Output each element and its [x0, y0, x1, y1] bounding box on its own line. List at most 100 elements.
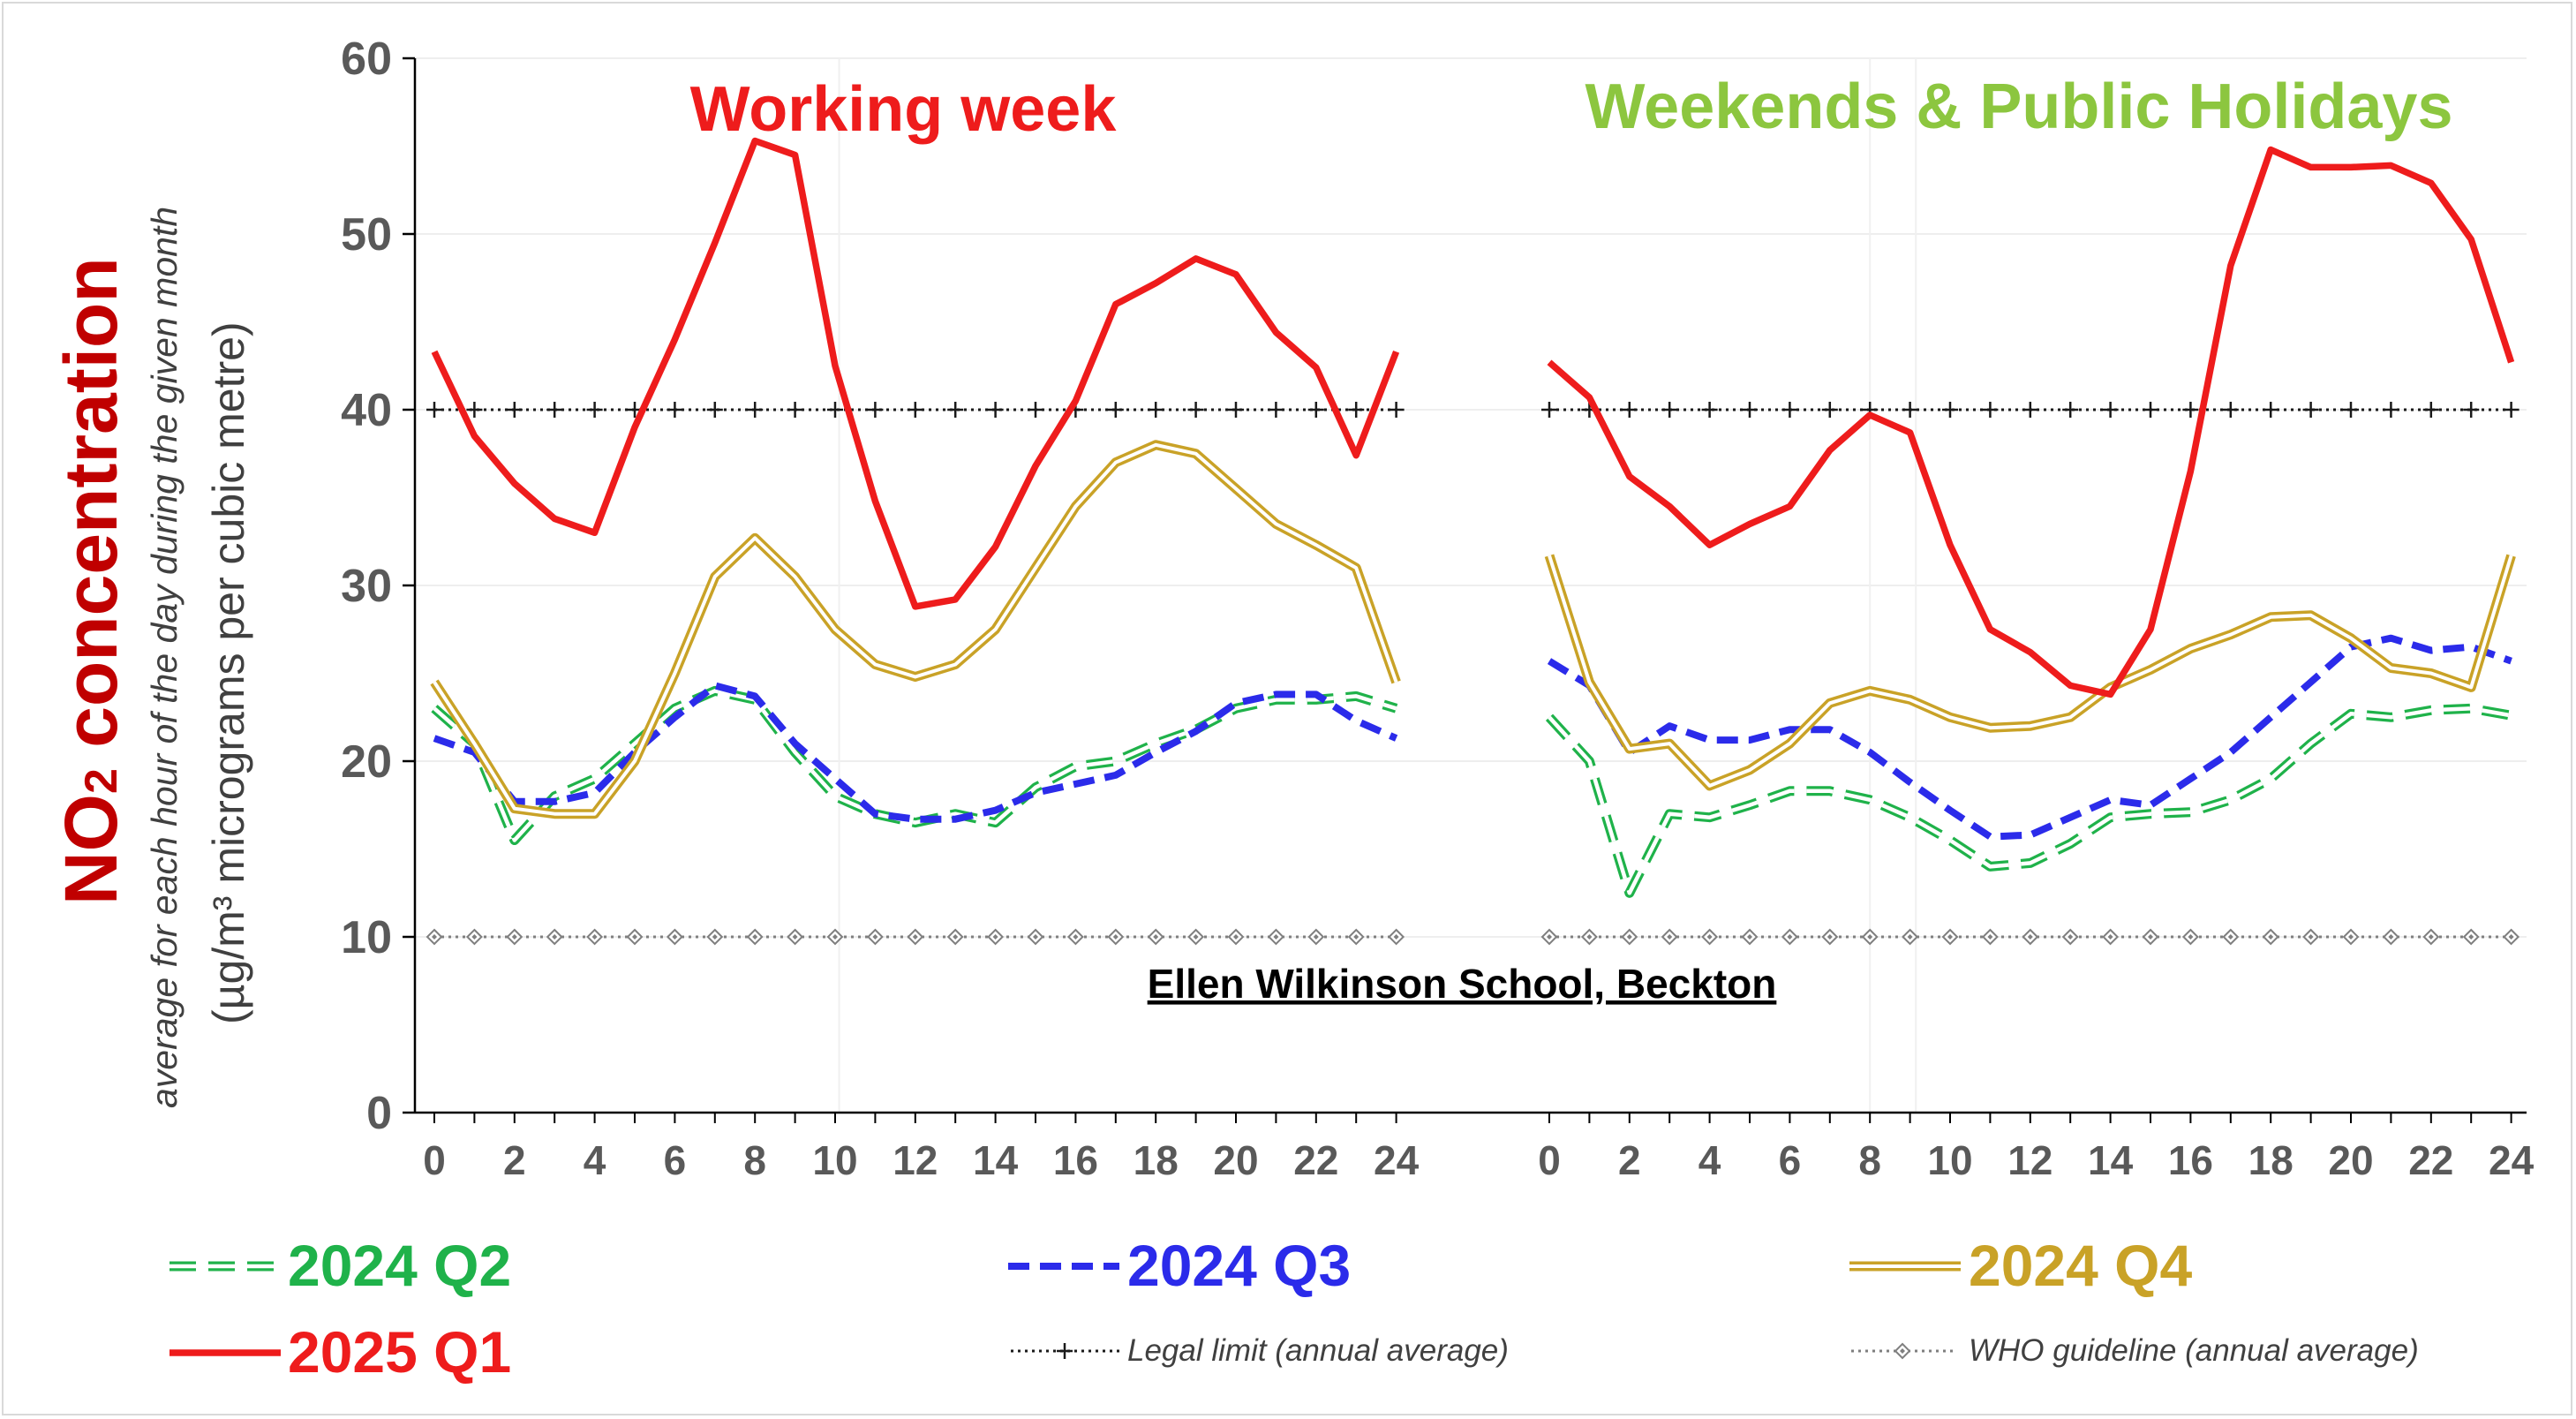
ref-marker-legal-p2-11 [1982, 402, 1999, 418]
y-axis-title-no: NO [49, 794, 132, 905]
legend-item-who-guideline: WHO guideline (annual average) [1851, 1333, 2419, 1368]
ref-marker-legal-p1-1 [466, 402, 483, 418]
y-tick-label-50: 50 [341, 209, 392, 260]
ref-marker-legal-p2-20 [2343, 402, 2359, 418]
ref-marker-legal-p1-17 [1107, 402, 1124, 418]
x-tick-label-p1-4: 4 [584, 1137, 606, 1183]
ref-marker-who-p1-8-center [752, 934, 758, 940]
legend-marker-who-center [1900, 1348, 1905, 1354]
ref-marker-who-p1-17-center [1112, 934, 1119, 940]
ref-marker-who-p2-24-center [2508, 934, 2514, 940]
ref-marker-legal-p1-10 [827, 402, 843, 418]
working-week-title: Working week [690, 74, 1118, 145]
ref-marker-who-p2-8-center [1867, 934, 1873, 940]
ref-marker-legal-p1-11 [867, 402, 884, 418]
legend-swatch-who-guideline [1851, 1342, 1954, 1360]
x-tick-label-p2-22: 22 [2408, 1137, 2453, 1183]
x-tick-label-p2-18: 18 [2248, 1137, 2294, 1183]
ref-marker-legal-p1-3 [546, 402, 563, 418]
ref-marker-who-p2-22-center [2428, 934, 2434, 940]
x-tick-label-p1-10: 10 [812, 1137, 857, 1183]
ref-marker-who-p1-4-center [591, 934, 598, 940]
ref-marker-legal-p1-4 [586, 402, 603, 418]
ref-marker-who-p2-20-center [2348, 934, 2354, 940]
ref-marker-who-p2-10-center [1947, 934, 1953, 940]
legend-swatch-legal-limit [1011, 1343, 1119, 1359]
legend-item-2024-q2: 2024 Q2 [169, 1233, 511, 1298]
reference-lines [426, 402, 2520, 946]
x-tick-label-p1-22: 22 [1293, 1137, 1338, 1183]
ref-marker-legal-p2-13 [2062, 402, 2079, 418]
y-axis-subtitle-units: (µg/m³ micrograms per cubic metre) [204, 321, 253, 1024]
legend-label-2024-q4: 2024 Q4 [1969, 1233, 2192, 1298]
ref-marker-who-p1-2-center [511, 934, 517, 940]
ref-marker-legal-p2-24 [2503, 402, 2520, 418]
x-tick-label-p1-8: 8 [743, 1137, 766, 1183]
ref-marker-who-p1-5-center [632, 934, 637, 940]
ref-marker-legal-p1-20 [1228, 402, 1244, 418]
series-q1-p2 [1547, 146, 2515, 698]
legend-label-who-guideline: WHO guideline (annual average) [1969, 1333, 2419, 1368]
y-tick-label-0: 0 [366, 1088, 392, 1139]
ref-marker-who-p1-1-center [471, 934, 478, 940]
weekends-title: Weekends & Public Holidays [1586, 72, 2453, 142]
site-label: Ellen Wilkinson School, Beckton [1148, 961, 1777, 1007]
series-q4-p2 [1544, 554, 2516, 791]
ref-marker-legal-p1-24 [1388, 402, 1405, 418]
ref-marker-legal-p1-15 [1028, 402, 1043, 418]
ref-marker-legal-p2-7 [1821, 402, 1838, 418]
y-axis-title-subscript: 2 [76, 768, 127, 794]
axes [403, 57, 2527, 1123]
ref-marker-who-p2-6-center [1787, 934, 1793, 940]
series-q2-p2-inner [1548, 706, 2512, 895]
ref-marker-who-p1-19-center [1193, 934, 1199, 940]
series-q1-p1 [431, 137, 1400, 610]
y-tick-label-10: 10 [341, 912, 392, 963]
ref-marker-who-p2-2-center [1626, 934, 1632, 940]
x-tick-label-p1-6: 6 [664, 1137, 687, 1183]
ref-marker-who-p1-7-center [712, 934, 718, 940]
ref-marker-legal-p2-5 [1742, 402, 1758, 418]
x-tick-label-p2-2: 2 [1618, 1137, 1641, 1183]
ref-marker-legal-p2-14 [2102, 402, 2119, 418]
ref-marker-legal-p1-2 [506, 402, 523, 418]
ref-marker-legal-p1-14 [987, 402, 1004, 418]
y-tick-label-60: 60 [341, 34, 392, 85]
legend-item-2025-q1: 2025 Q1 [169, 1319, 511, 1385]
series-lines [430, 137, 2516, 898]
ref-marker-who-p2-1-center [1586, 934, 1593, 940]
x-tick-label-p2-14: 14 [2088, 1137, 2134, 1183]
x-tick-label-p1-20: 20 [1213, 1137, 1258, 1183]
ref-marker-who-p2-0-center [1547, 934, 1552, 940]
ref-marker-who-p2-17-center [2227, 934, 2233, 940]
ref-marker-legal-p1-6 [667, 402, 683, 418]
ref-marker-who-p2-21-center [2388, 934, 2394, 940]
legend-item-legal-limit: Legal limit (annual average) [1011, 1333, 1509, 1368]
ref-marker-who-p2-7-center [1827, 934, 1833, 940]
x-tick-label-p1-14: 14 [973, 1137, 1019, 1183]
ref-marker-legal-p1-0 [426, 402, 442, 418]
ref-marker-who-p1-9-center [792, 934, 798, 940]
x-tick-label-p1-0: 0 [423, 1137, 446, 1183]
ref-marker-who-p1-0-center [432, 934, 437, 940]
y-axis-title-rest: concentration [49, 257, 132, 768]
ref-marker-who-p2-9-center [1907, 934, 1913, 940]
ref-marker-who-p1-6-center [672, 934, 678, 940]
x-tick-label-p2-4: 4 [1699, 1137, 1721, 1183]
chart-text: Working week Weekends & Public Holidays … [49, 34, 2535, 1183]
ref-marker-who-p1-15-center [1033, 934, 1038, 940]
ref-marker-legal-p1-21 [1268, 402, 1284, 418]
ref-marker-who-p1-20-center [1233, 934, 1239, 940]
gridlines [415, 57, 2527, 1113]
x-tick-label-p2-16: 16 [2168, 1137, 2213, 1183]
legend-marker-legal [1057, 1343, 1073, 1359]
x-tick-label-p1-12: 12 [893, 1137, 938, 1183]
legend-label-legal-limit: Legal limit (annual average) [1127, 1333, 1509, 1368]
ref-marker-legal-p1-13 [947, 402, 964, 418]
legend-label-2024-q3: 2024 Q3 [1127, 1233, 1351, 1298]
ref-marker-legal-p1-9 [787, 402, 803, 418]
y-axis-subtitle-average: average for each hour of the day during … [144, 207, 185, 1108]
ref-marker-legal-p1-18 [1148, 402, 1164, 418]
